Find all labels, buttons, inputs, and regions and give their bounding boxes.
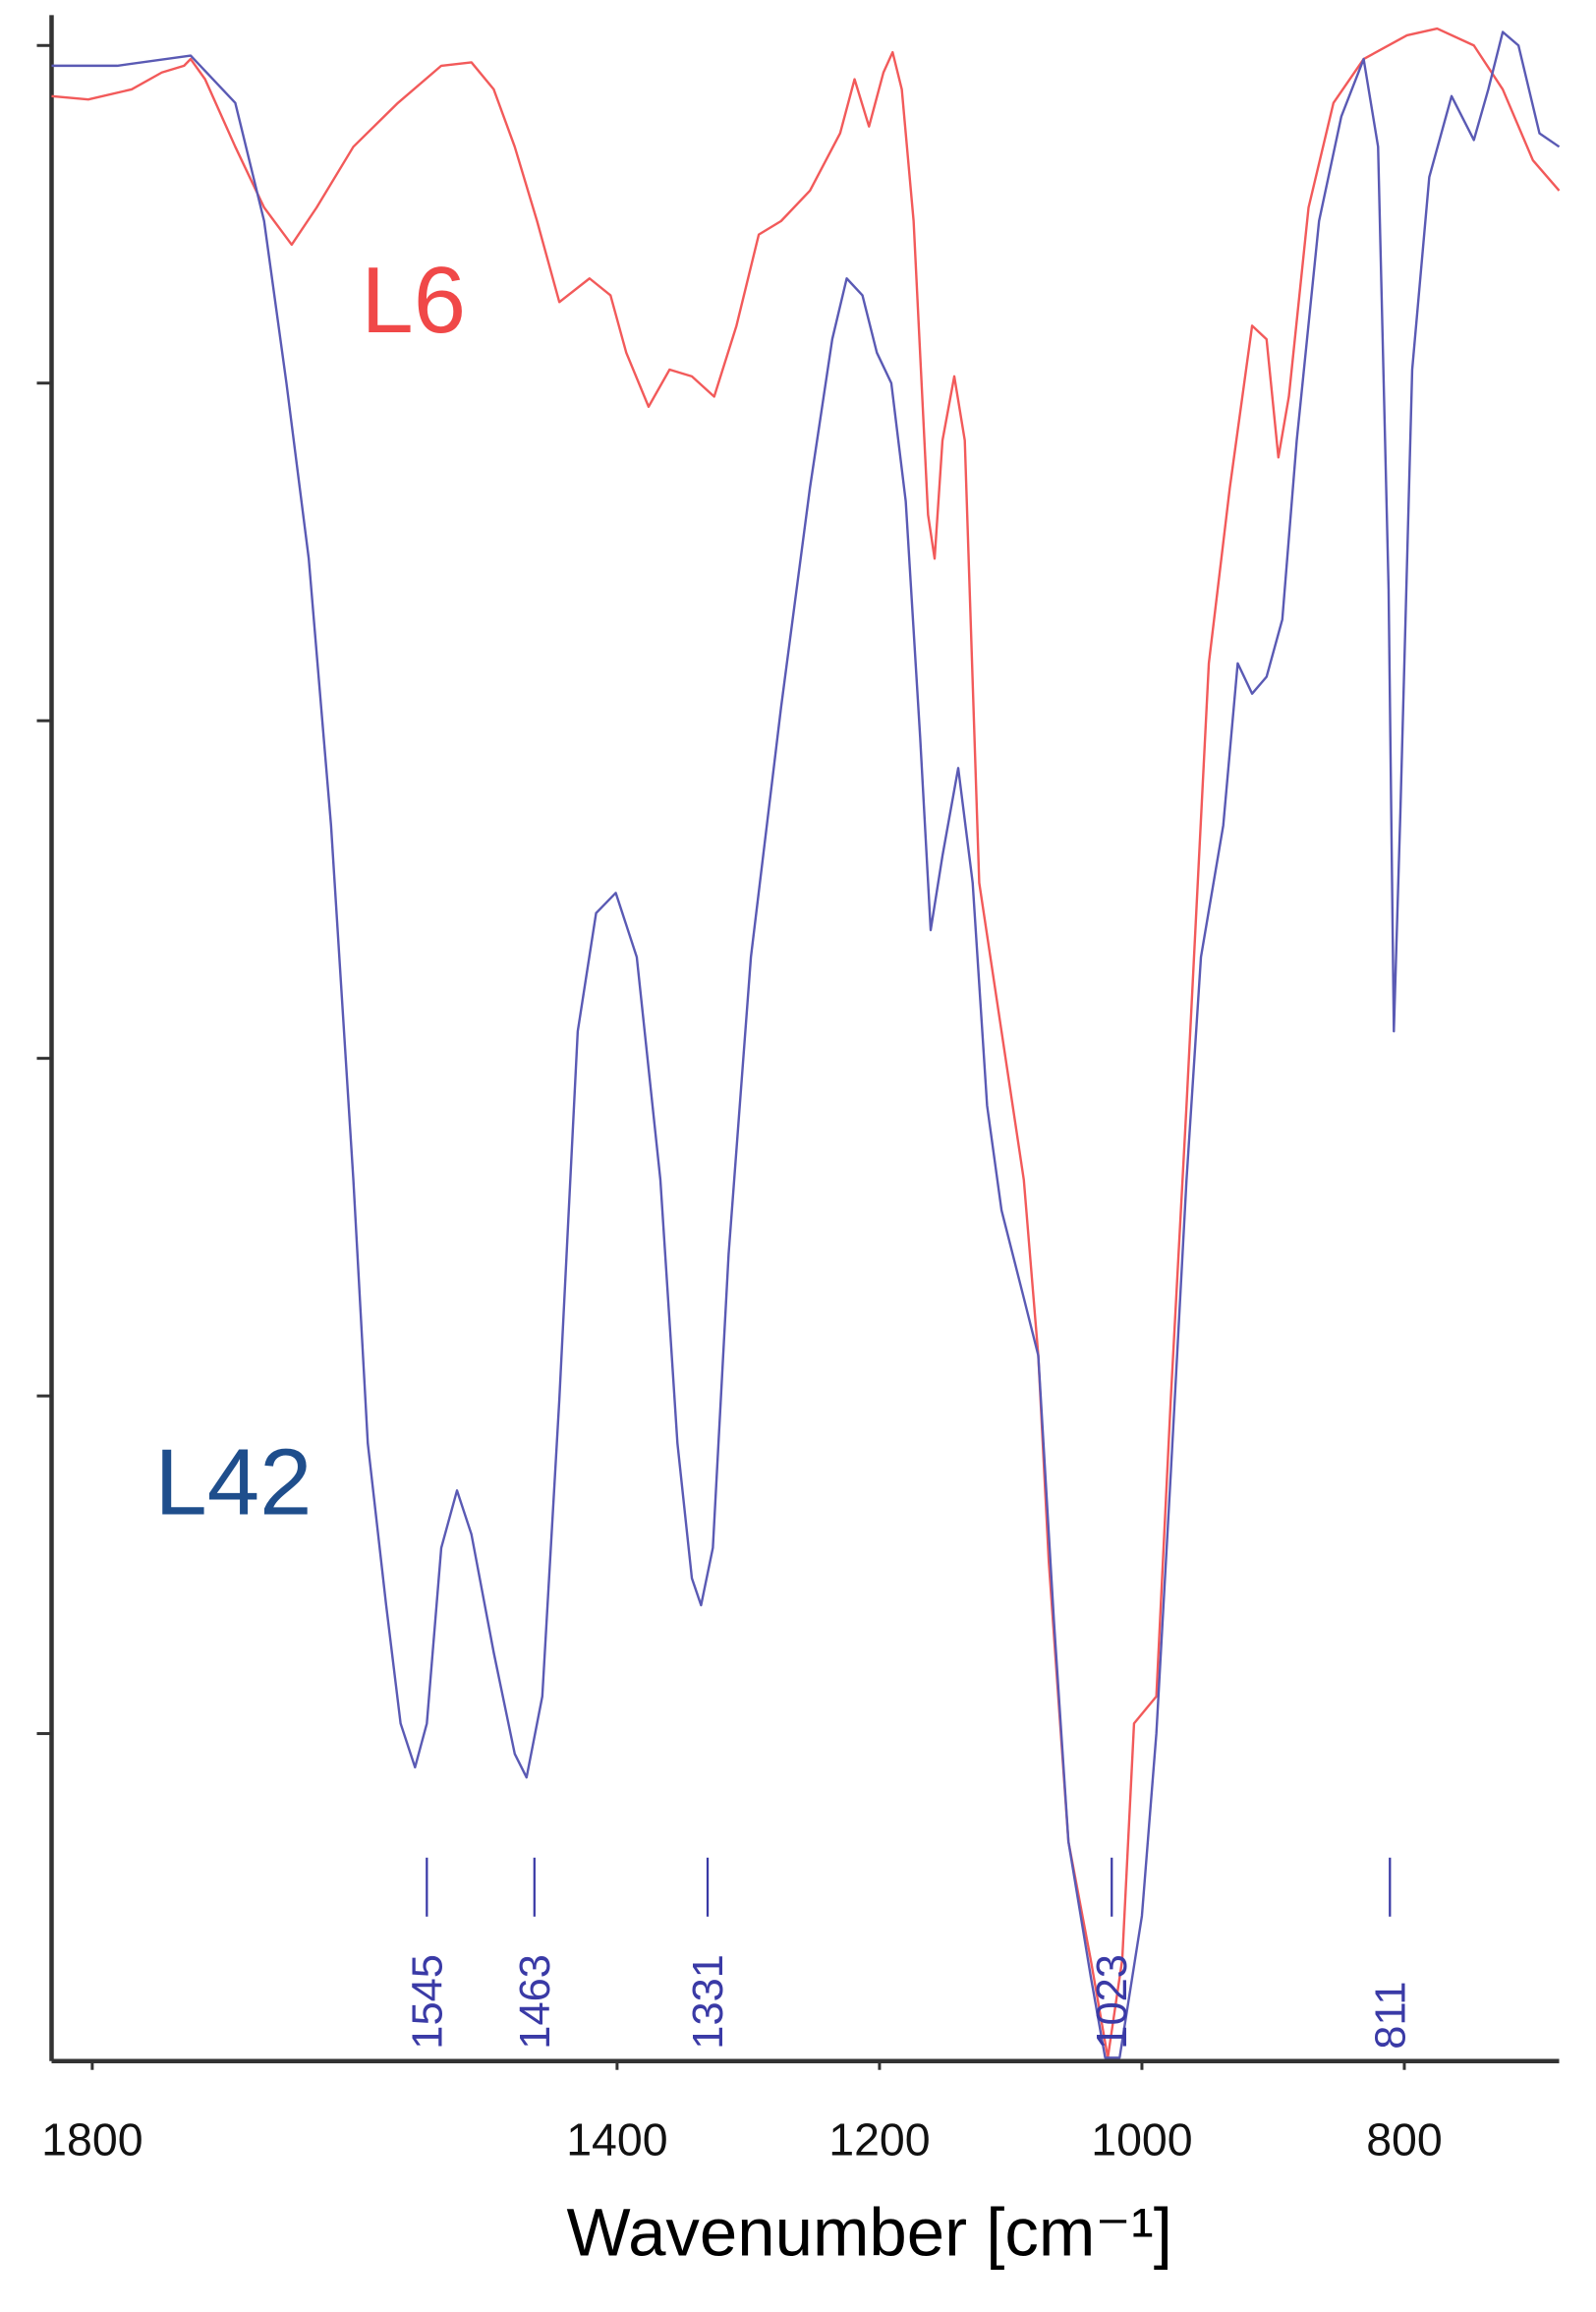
peak-label: 811 [1367,1981,1414,2049]
spectrum-line [51,27,1561,2059]
series-label: L6 [361,248,466,353]
peak-label: 1545 [404,1954,451,2050]
x-axis-title: Wavenumber [cm⁻¹] [567,2195,1172,2271]
peak-label: 1023 [1089,1954,1136,2050]
series-label: L42 [154,1429,312,1534]
x-tick-label: 1000 [1091,2114,1192,2166]
peak-label: 1463 [512,1954,559,2050]
spectrum-line [51,30,1561,2059]
x-tick-label: 1800 [41,2114,142,2166]
x-tick-label: 1200 [828,2114,930,2166]
x-tick-label: 1400 [566,2114,667,2166]
peak-label: 1331 [685,1954,732,2050]
x-tick-label: 800 [1366,2114,1443,2166]
